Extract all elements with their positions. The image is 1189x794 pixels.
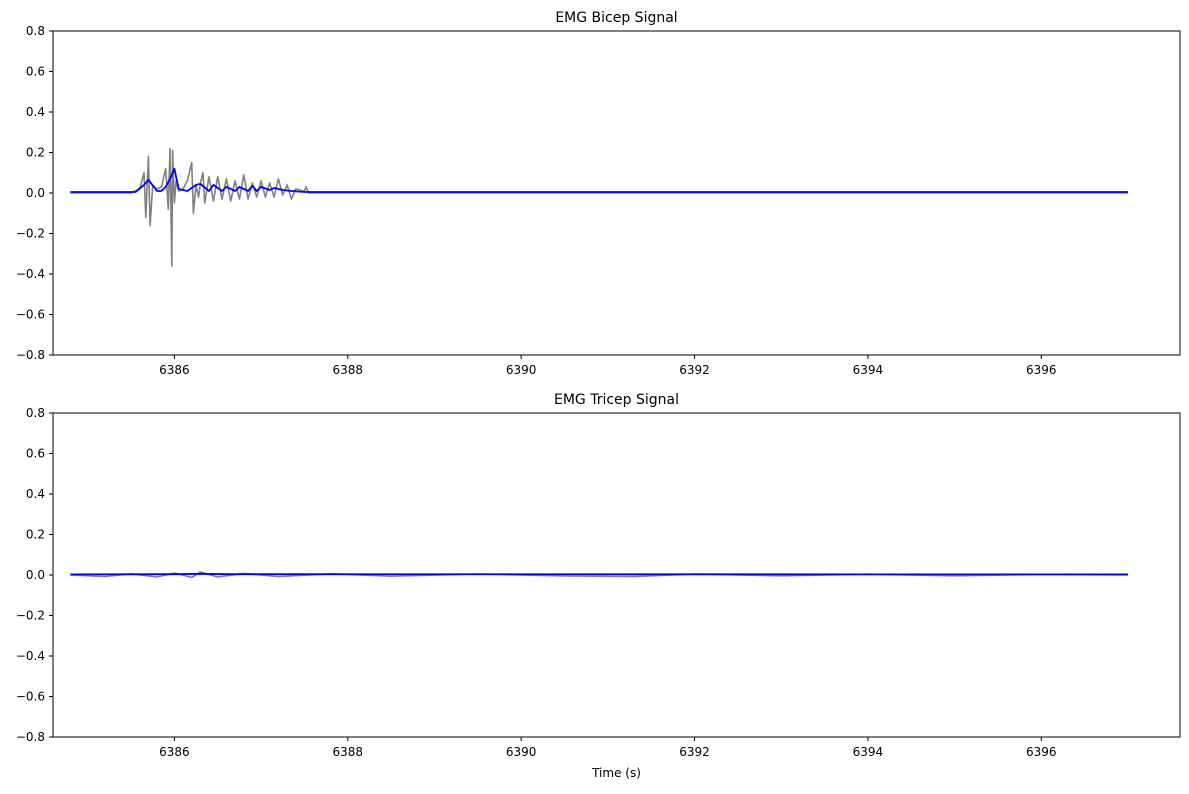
bicep-xtick-label: 6390 bbox=[506, 363, 537, 377]
bicep-ytick-label: −0.4 bbox=[16, 267, 45, 281]
bicep-xtick-label: 6396 bbox=[1026, 363, 1057, 377]
tricep-ytick-label: 0.6 bbox=[26, 447, 45, 461]
bicep-series-group bbox=[70, 147, 1128, 267]
bicep-ytick-label: 0.2 bbox=[26, 146, 45, 160]
tricep-ytick-label: 0.2 bbox=[26, 528, 45, 542]
tricep-xtick-label: 6394 bbox=[853, 745, 884, 759]
tricep-ytick-label: −0.8 bbox=[16, 730, 45, 744]
bicep-ytick-label: 0.0 bbox=[26, 186, 45, 200]
bicep-ytick-label: −0.8 bbox=[16, 348, 45, 362]
tricep-xtick-label: 6392 bbox=[679, 745, 710, 759]
tricep-ytick-label: −0.2 bbox=[16, 609, 45, 623]
tricep-chart-title: EMG Tricep Signal bbox=[554, 392, 679, 408]
bicep-xtick-label: 6394 bbox=[853, 363, 884, 377]
tricep-panel: −0.8 −0.6 −0.4 −0.2 0.0 0.2 0.4 0.6 0.8 6386 6388 6… bbox=[16, 392, 1181, 780]
bicep-raw-signal-line bbox=[70, 147, 1128, 267]
tricep-series-group bbox=[70, 571, 1129, 579]
tricep-envelope-line bbox=[70, 572, 1129, 576]
bicep-envelope-line bbox=[70, 167, 1128, 193]
bicep-xtick-label: 6392 bbox=[679, 363, 710, 377]
bicep-ytick-label: 0.8 bbox=[26, 24, 45, 38]
tricep-x-axis-label: Time (s) bbox=[591, 766, 641, 780]
tricep-xtick-label: 6390 bbox=[506, 745, 537, 759]
tricep-ytick-label: 0.0 bbox=[26, 568, 45, 582]
tricep-ytick-label: 0.8 bbox=[26, 406, 45, 420]
bicep-ytick-label: 0.4 bbox=[26, 105, 45, 119]
tricep-ytick-label: −0.6 bbox=[16, 690, 45, 704]
bicep-panel: −0.8 −0.6 −0.4 −0.2 0.0 0.2 0.4 0.6 0.8 6386 6388 6… bbox=[16, 10, 1181, 377]
bicep-ytick-label: −0.6 bbox=[16, 308, 45, 322]
bicep-ytick-label: 0.6 bbox=[26, 65, 45, 79]
tricep-ytick-label: 0.4 bbox=[26, 487, 45, 501]
bicep-ytick-label: −0.2 bbox=[16, 227, 45, 241]
tricep-xtick-label: 6388 bbox=[332, 745, 363, 759]
tricep-ytick-label: −0.4 bbox=[16, 649, 45, 663]
tricep-xtick-label: 6396 bbox=[1026, 745, 1057, 759]
bicep-chart-title: EMG Bicep Signal bbox=[555, 10, 677, 26]
tricep-xtick-label: 6386 bbox=[159, 745, 190, 759]
bicep-xtick-label: 6386 bbox=[159, 363, 190, 377]
bicep-xtick-label: 6388 bbox=[332, 363, 363, 377]
